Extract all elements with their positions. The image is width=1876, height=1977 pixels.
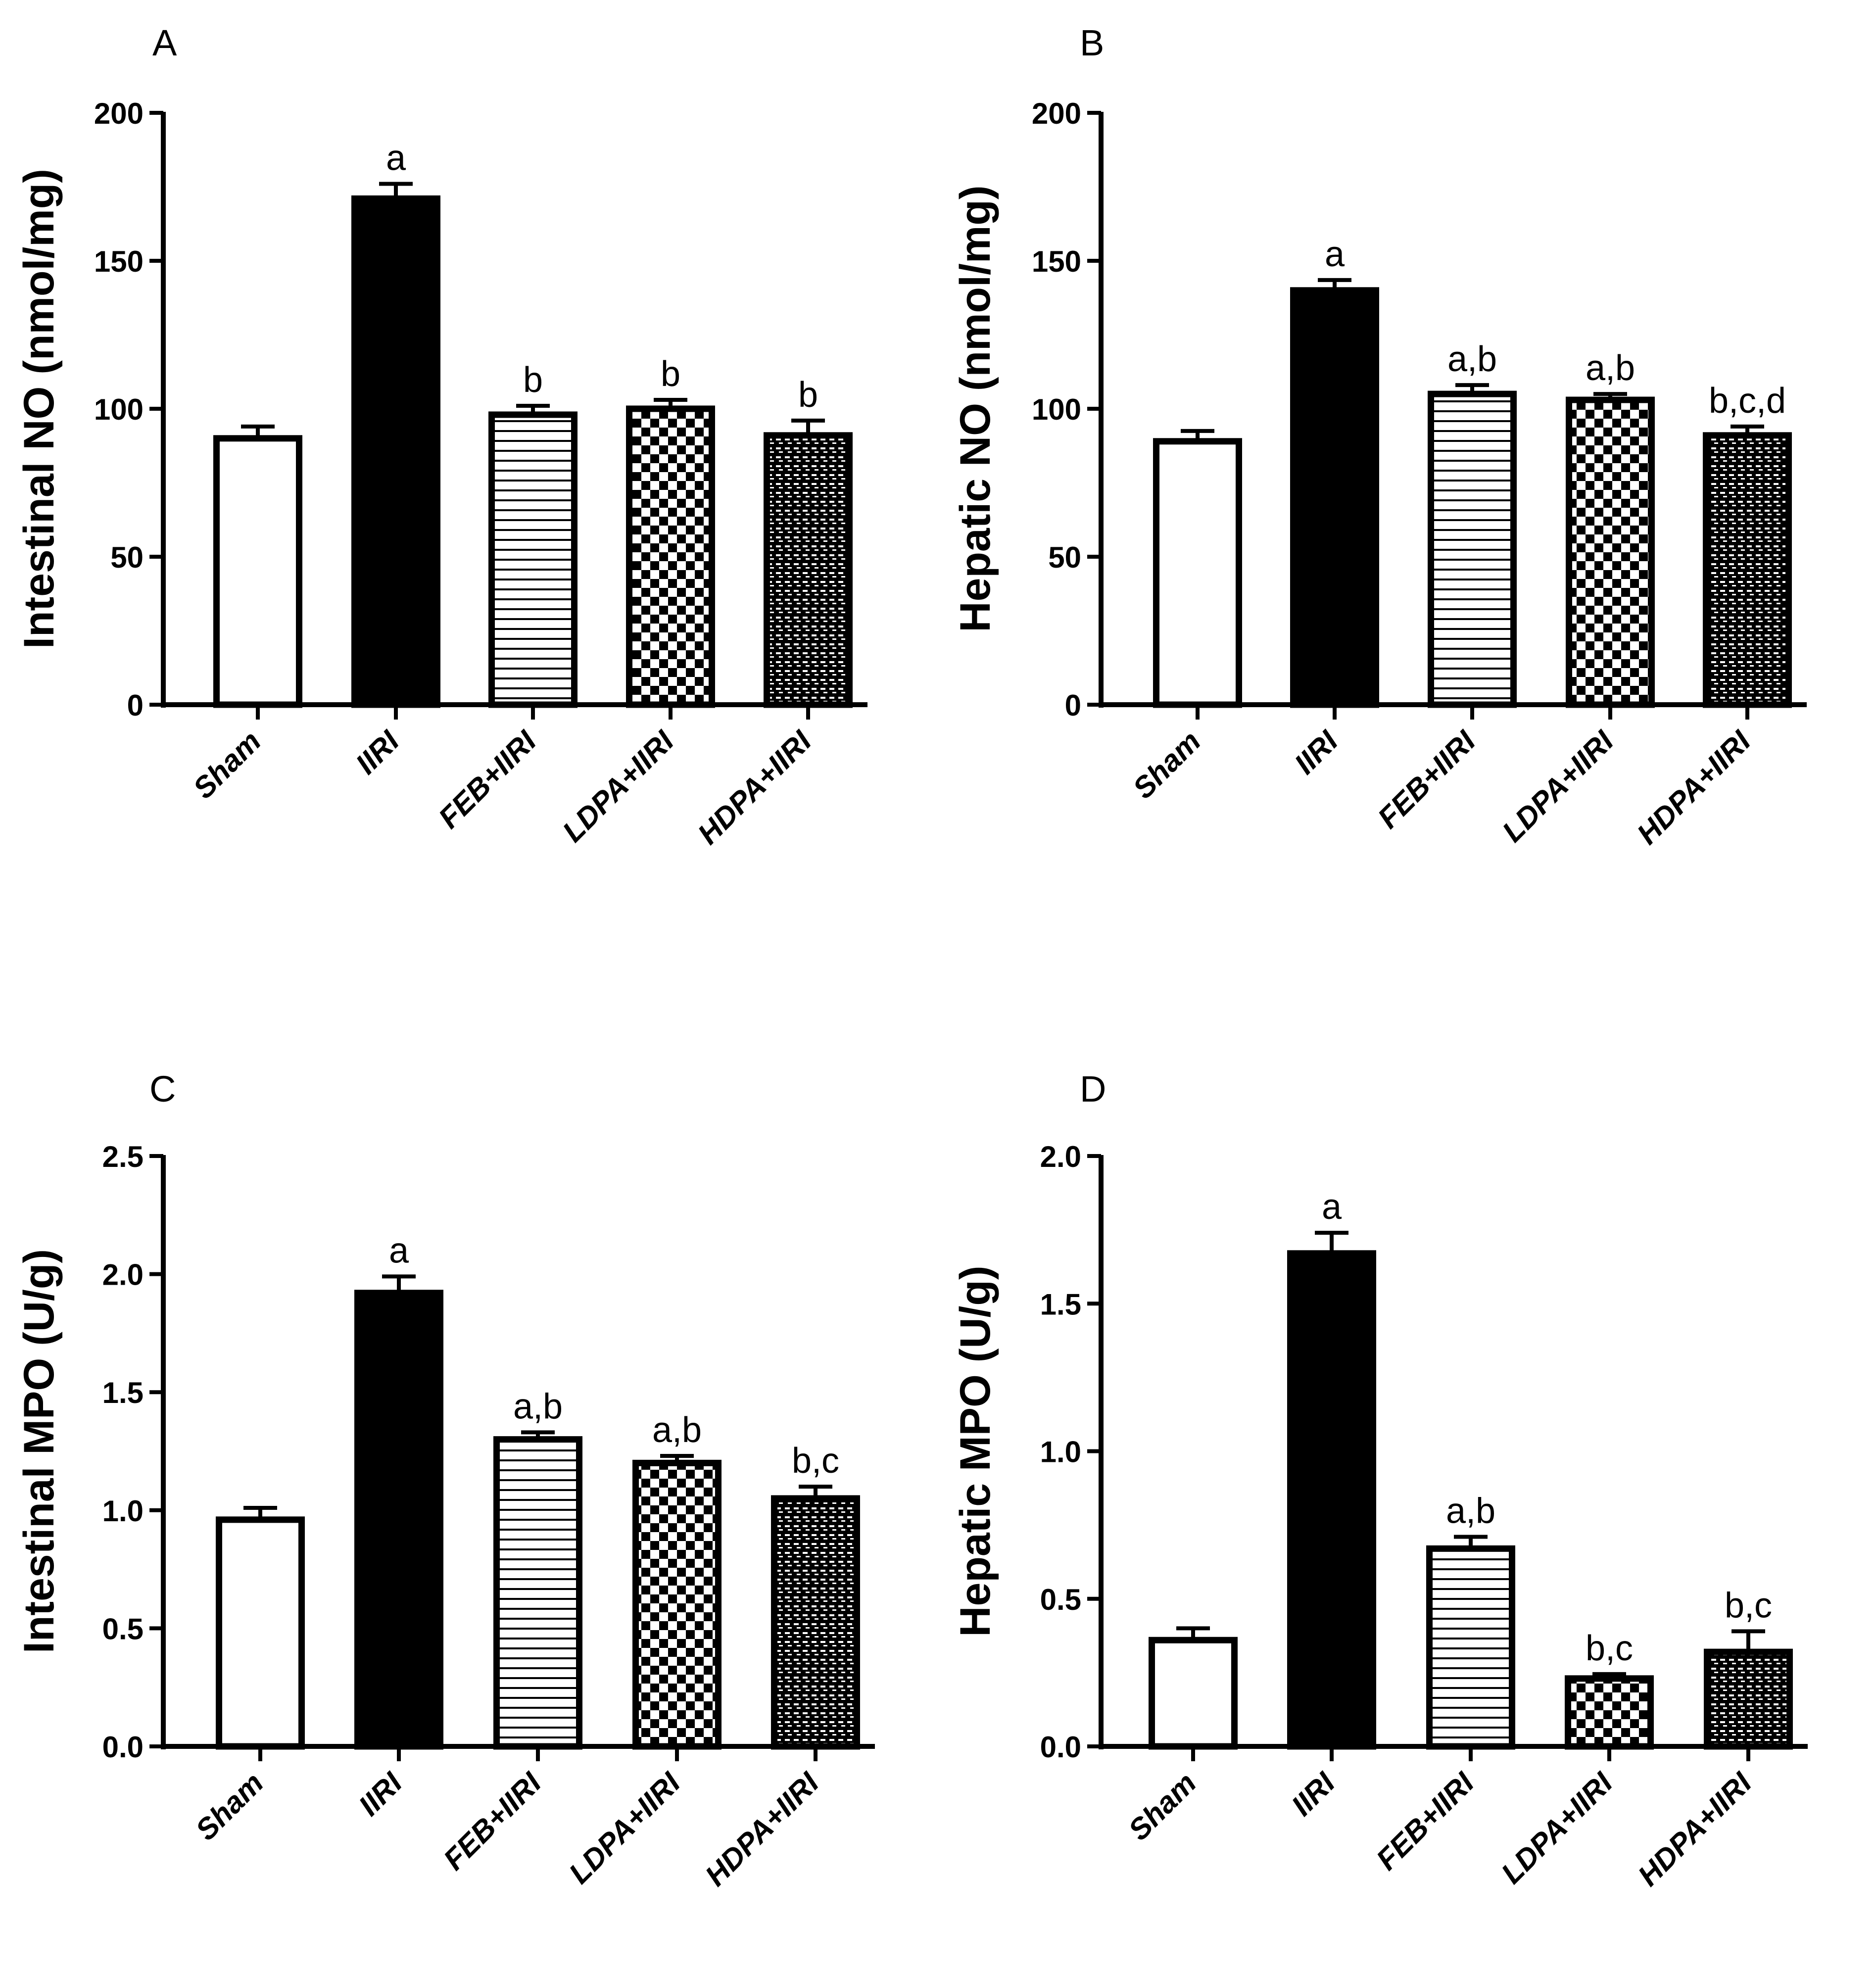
y-tick-label: 50 [110, 541, 144, 574]
x-tick-label: Sham [187, 724, 267, 805]
y-axis-label: Hepatic MPO (U/g) [952, 1265, 999, 1637]
x-tick-label: FEB+IIRI [1371, 724, 1482, 835]
significance-label: a,b [1586, 348, 1635, 388]
x-tick-label: FEB+IIRI [437, 1766, 548, 1877]
significance-label: b,c [1725, 1586, 1772, 1625]
y-tick-label: 0.5 [1040, 1583, 1081, 1616]
x-tick-label: LDPA+IIRI [563, 1766, 687, 1890]
y-tick-label: 1.5 [1040, 1288, 1081, 1321]
bar-iiri [354, 1290, 443, 1750]
panel-letter: B [1080, 22, 1104, 63]
significance-label: a [386, 139, 406, 178]
y-tick-label: 1.0 [1040, 1436, 1081, 1469]
bar-sham [213, 435, 302, 708]
x-tick-label: HDPA+IIRI [691, 724, 818, 851]
y-axis-label: Intestinal MPO (U/g) [15, 1249, 63, 1653]
y-tick-label: 0.0 [1040, 1731, 1081, 1764]
bar-feb-iiri [1428, 390, 1517, 708]
x-tick-label: LDPA+IIRI [556, 724, 680, 848]
y-tick-label: 0 [127, 689, 144, 722]
significance-label: b [798, 375, 818, 415]
panel-letter: C [149, 1068, 176, 1109]
significance-label: a,b [1446, 1491, 1495, 1531]
x-tick-label: IIRI [352, 1766, 409, 1822]
y-tick-label: 200 [1032, 97, 1081, 130]
bar-hdpa-iiri [764, 432, 853, 708]
bar-ldpa-iiri [1566, 396, 1655, 708]
y-tick-label: 0.0 [102, 1731, 144, 1764]
chart-panel-d: D Hepatic MPO (U/g) 0.0 0.5 1.0 1.5 2.0 Sham IIR… [952, 1068, 1808, 1892]
x-tick-label: Sham [189, 1766, 270, 1847]
bar-ldpa-iiri [1565, 1675, 1654, 1750]
significance-label: b,c [792, 1441, 839, 1481]
y-tick-label: 2.0 [102, 1258, 144, 1292]
x-tick-label: HDPA+IIRI [1632, 1766, 1758, 1892]
y-tick-label: 100 [94, 393, 144, 426]
y-tick-label: 200 [94, 97, 144, 130]
chart-panel-c: C Intestinal MPO (U/g) 0.0 0.5 1.0 1.5 2.0 2.5 S… [15, 1068, 875, 1892]
significance-label: b [661, 354, 680, 394]
chart-panel-a: A Intestinal NO (nmol/mg) 0 50 100 150 200 Sham… [15, 22, 867, 851]
y-tick-label: 2.0 [1040, 1140, 1081, 1173]
bar-sham [1149, 1637, 1238, 1750]
bar-feb-iiri [488, 411, 577, 708]
x-tick-label: LDPA+IIRI [1496, 724, 1620, 848]
bar-ldpa-iiri [626, 405, 715, 708]
bar-iiri [351, 195, 440, 708]
bar-sham [216, 1516, 305, 1750]
y-tick-label: 100 [1032, 393, 1081, 426]
chart-panel-b: B Hepatic NO (nmol/mg) 0 50 100 150 200 Sham IIR… [952, 22, 1807, 851]
x-tick-label: Sham [1126, 724, 1207, 805]
y-tick-label: 150 [1032, 245, 1081, 278]
bar-iiri [1287, 1250, 1376, 1750]
significance-label: b,c,d [1709, 381, 1786, 421]
significance-label: a [1322, 1187, 1342, 1227]
significance-label: a [1325, 235, 1345, 274]
y-axis-label: Intestinal NO (nmol/mg) [15, 169, 63, 649]
bar-feb-iiri [1426, 1545, 1515, 1750]
y-tick-label: 1.0 [102, 1495, 144, 1528]
panel-letter: A [152, 22, 177, 63]
y-tick-label: 2.5 [102, 1140, 144, 1173]
x-tick-label: IIRI [1288, 724, 1345, 780]
y-axis-label: Hepatic NO (nmol/mg) [952, 185, 999, 632]
x-tick-label: HDPA+IIRI [699, 1766, 825, 1892]
bar-ldpa-iiri [632, 1459, 722, 1750]
bar-feb-iiri [493, 1436, 582, 1750]
y-tick-label: 0.5 [102, 1612, 144, 1645]
bar-sham [1153, 438, 1242, 708]
bar-hdpa-iiri [1703, 432, 1792, 708]
bar-hdpa-iiri [1704, 1648, 1793, 1750]
x-tick-label: IIRI [1285, 1766, 1342, 1822]
significance-label: b [523, 360, 543, 400]
y-tick-label: 150 [94, 245, 144, 278]
significance-label: b,c [1586, 1629, 1633, 1668]
significance-label: a,b [652, 1410, 702, 1450]
y-tick-label: 0 [1065, 689, 1081, 722]
y-tick-label: 50 [1048, 541, 1081, 574]
x-tick-label: FEB+IIRI [432, 724, 543, 835]
panel-letter: D [1080, 1068, 1106, 1109]
x-tick-label: FEB+IIRI [1370, 1766, 1481, 1877]
x-tick-label: Sham [1122, 1766, 1203, 1847]
x-tick-label: IIRI [349, 724, 406, 780]
x-tick-label: LDPA+IIRI [1495, 1766, 1619, 1890]
bar-hdpa-iiri [771, 1495, 860, 1750]
bar-iiri [1290, 287, 1379, 708]
significance-label: a,b [513, 1387, 563, 1426]
significance-label: a [389, 1231, 409, 1270]
y-tick-label: 1.5 [102, 1376, 144, 1409]
x-tick-label: HDPA+IIRI [1631, 724, 1757, 851]
significance-label: a,b [1447, 339, 1497, 379]
